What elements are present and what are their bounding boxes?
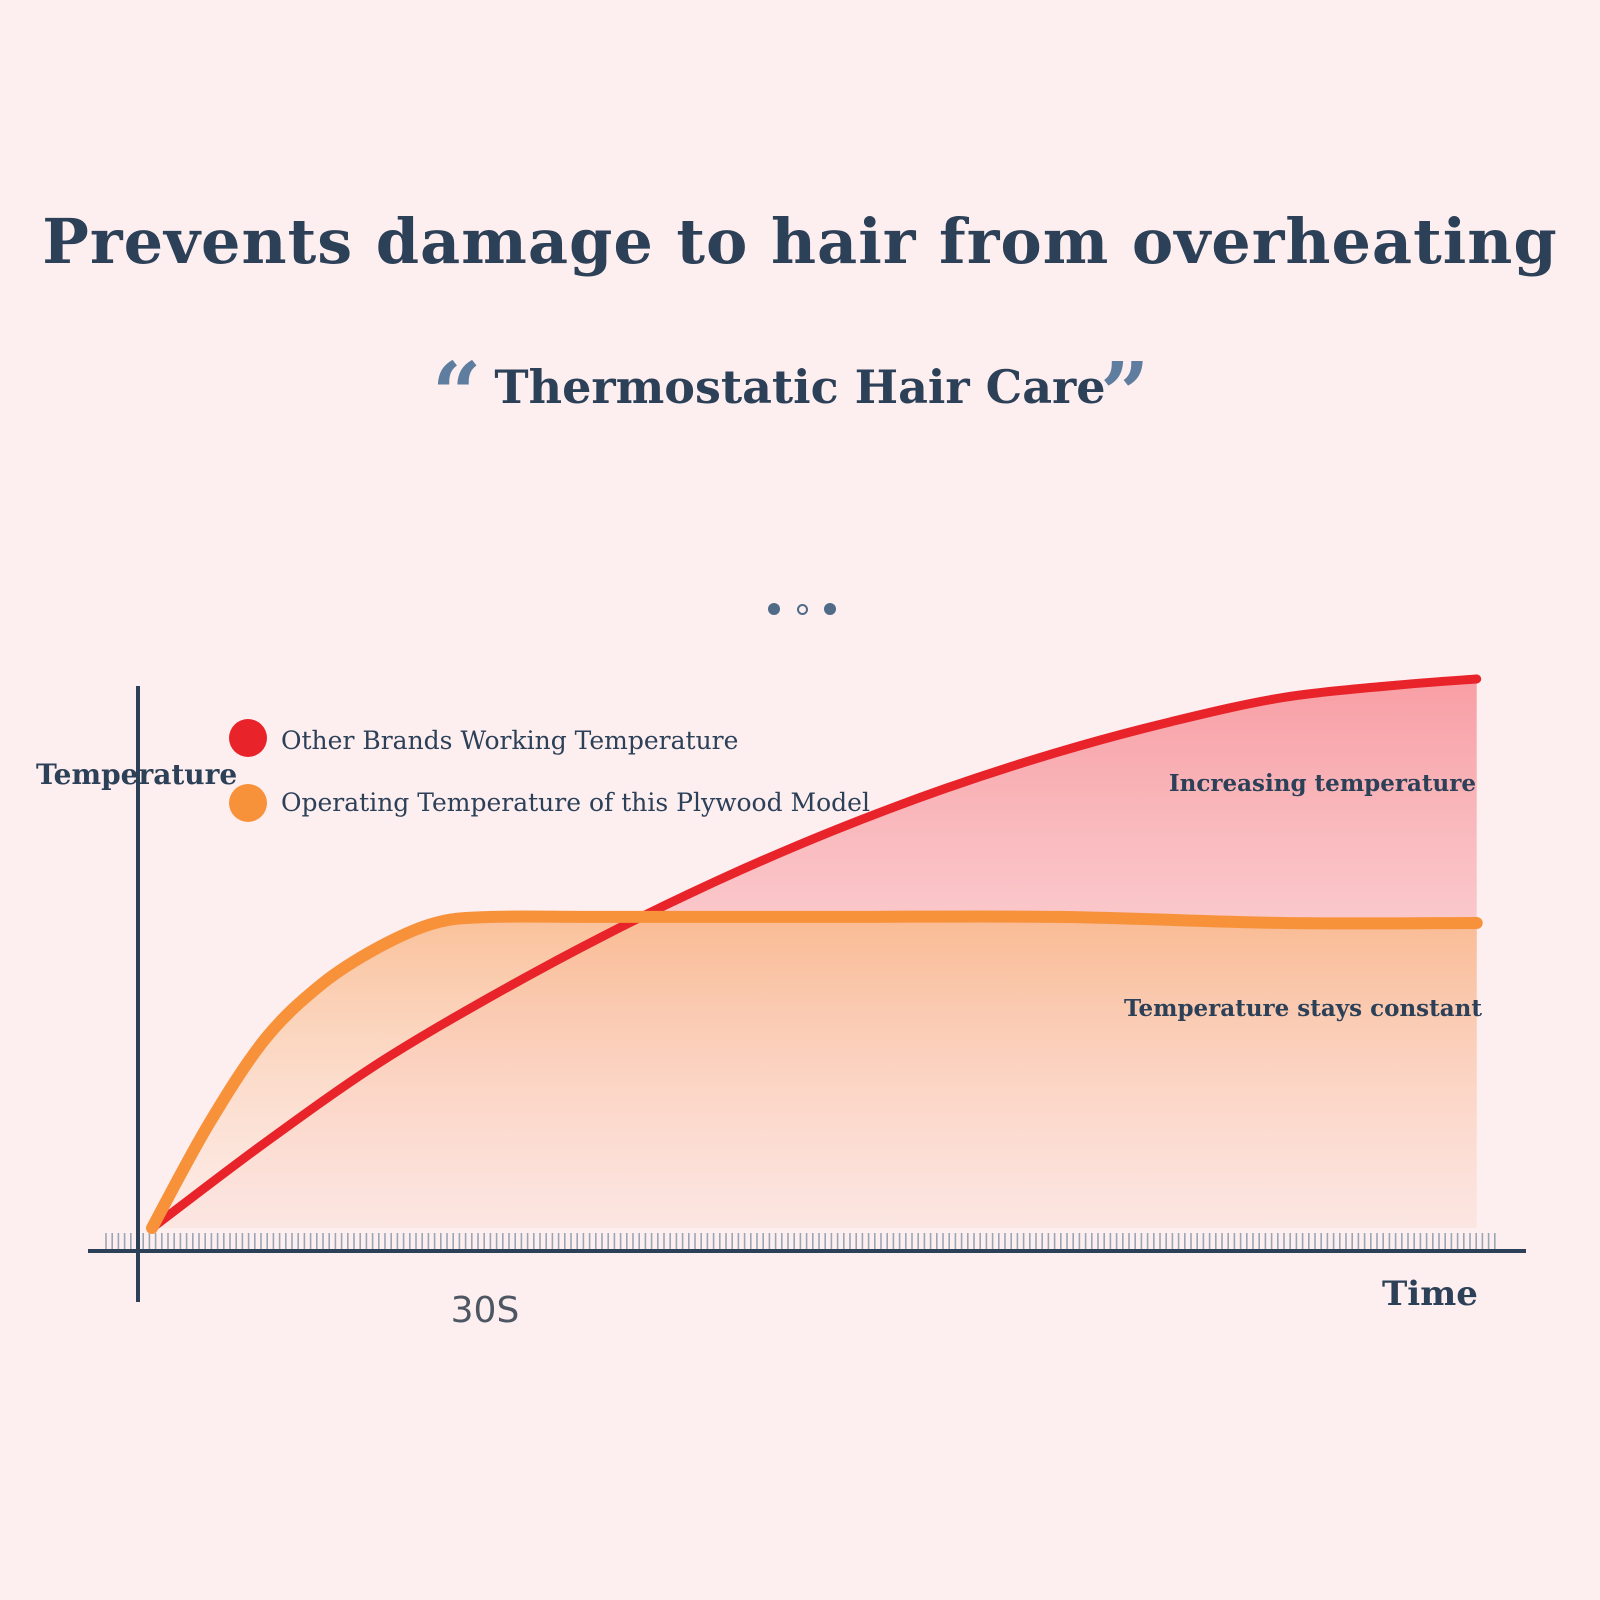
dot-icon	[824, 603, 836, 615]
legend-swatch-other-brands	[229, 719, 267, 757]
line-other-brands	[147, 674, 1482, 1233]
x-axis-ticks	[105, 1233, 1496, 1249]
area-this-model	[152, 916, 1477, 1228]
legend-label-other-brands: Other Brands Working Temperature	[281, 726, 738, 755]
annotation-increasing: Increasing temperature	[1169, 770, 1476, 797]
annotation-constant: Temperature stays constant	[1124, 995, 1482, 1022]
page-title: Prevents damage to hair from overheating	[42, 205, 1558, 278]
y-axis-label: Temperature	[36, 758, 237, 791]
x-axis-label: Time	[1382, 1274, 1478, 1314]
dots-ornament	[768, 602, 836, 616]
dot-icon	[768, 603, 780, 615]
page-subtitle: Thermostatic Hair Care	[494, 360, 1106, 414]
dot-icon	[796, 603, 808, 615]
open-quote-icon: “	[432, 344, 482, 445]
series-lines	[146, 674, 1483, 1234]
close-quote-icon: ”	[1100, 344, 1150, 445]
legend-label-this-model: Operating Temperature of this Plywood Mo…	[281, 788, 870, 817]
line-this-model	[146, 910, 1483, 1234]
series-fills	[152, 679, 1477, 1228]
x-tick-label-30s: 30S	[451, 1290, 520, 1331]
legend: Other Brands Working Temperature Operati…	[229, 719, 870, 822]
legend-swatch-this-model	[229, 784, 267, 822]
